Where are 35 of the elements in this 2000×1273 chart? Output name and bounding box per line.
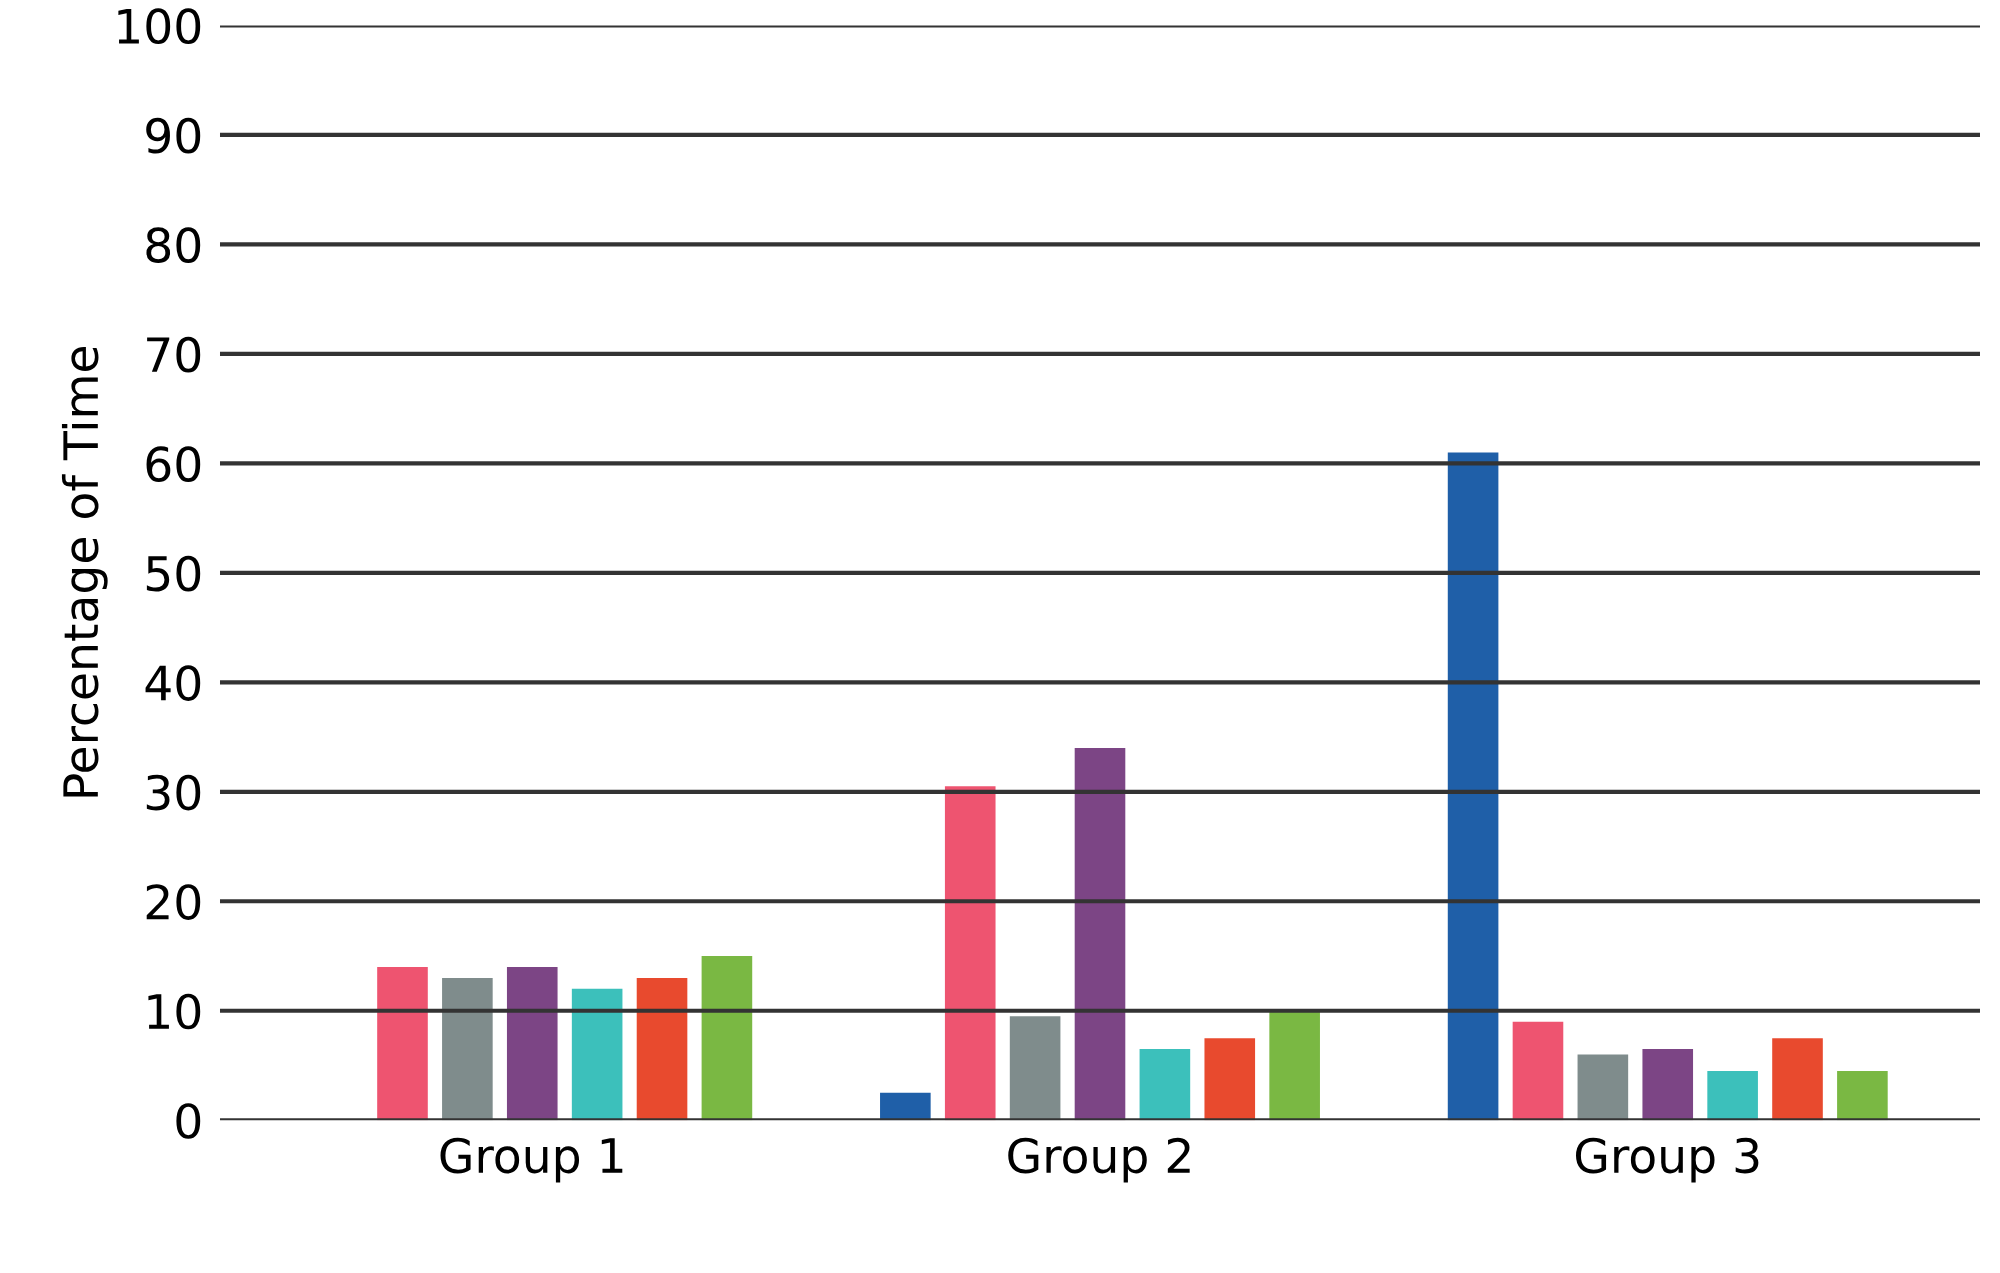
x-tick-label: Group 2 (1008, 1137, 1190, 1183)
bar (1512, 1021, 1564, 1121)
bar (1642, 1049, 1694, 1121)
x-tick-label: Group 3 (1575, 1137, 1759, 1183)
bar (1204, 1038, 1256, 1121)
bar (1772, 1038, 1823, 1121)
y-tick-label: 30 (146, 774, 201, 811)
y-tick-label: 100 (118, 8, 201, 45)
y-tick-label: 10 (148, 993, 201, 1030)
y-tick-label: 20 (146, 884, 201, 920)
bar (636, 977, 688, 1121)
bar (442, 977, 493, 1121)
bar (1009, 1016, 1061, 1121)
bar (506, 966, 558, 1121)
bar (1447, 452, 1499, 1121)
bar (1269, 1010, 1320, 1121)
bar (944, 786, 996, 1121)
bar (1074, 748, 1126, 1121)
y-tick-label: 80 (146, 227, 201, 264)
bar (701, 956, 753, 1121)
y-tick-label: 0 (176, 1103, 201, 1139)
bar (1577, 1054, 1629, 1121)
bar (880, 1092, 931, 1121)
y-axis-title: Percentage of Time (61, 347, 108, 797)
x-tick-label: Group 1 (440, 1137, 623, 1183)
y-tick-label: 60 (146, 446, 201, 482)
y-tick-label: 90 (146, 117, 201, 154)
bar (1139, 1049, 1191, 1121)
y-tick-label: 50 (146, 555, 201, 592)
y-tick-label: 70 (147, 336, 201, 373)
bar (571, 988, 623, 1121)
y-tick-label: 40 (145, 665, 201, 701)
bar (1837, 1070, 1888, 1121)
bar (1707, 1070, 1758, 1121)
bar (377, 966, 428, 1121)
